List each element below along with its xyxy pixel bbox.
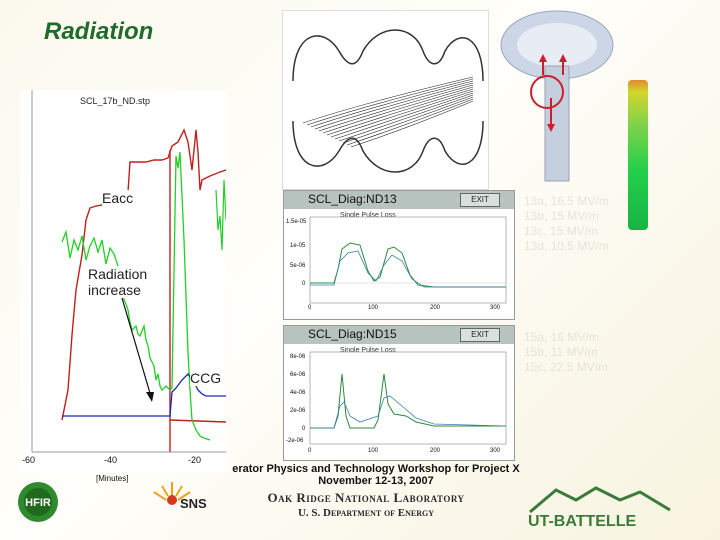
department-text: U. S. Department of Energy: [297, 507, 435, 519]
diag-titlebar: SCL_Diag:ND15 EXIT: [284, 326, 514, 344]
diag-window-nd13: SCL_Diag:ND13 EXIT Single Pulse Loss 1.5…: [283, 190, 515, 320]
x-tick: 100: [368, 305, 379, 311]
x-tick: 0: [308, 305, 312, 311]
lab-name: Oak Ridge National Laboratory: [232, 490, 500, 506]
department-name: U. S. Department of Energy: [232, 507, 500, 519]
eacc-label: Eacc: [102, 190, 134, 206]
plot-file-label: SCL_17b_ND.stp: [80, 96, 151, 106]
workshop-line2: November 12-13, 2007: [318, 475, 434, 487]
nd13-gradient-list: 13a, 16.5 MV/m 13b, 15 MV/m 13c, 15 MV/m…: [524, 194, 609, 254]
cavity-field-image: [282, 10, 489, 190]
eacc-trace: [61, 128, 226, 421]
workshop-caption: erator Physics and Technology Workshop f…: [226, 463, 526, 487]
x-tick: 100: [368, 448, 379, 454]
gradient-item: 13a, 16.5 MV/m: [524, 194, 609, 208]
x-tick: 0: [308, 448, 312, 454]
lab-name-text: Oak Ridge National Laboratory: [267, 490, 465, 505]
loss-trace-a: [310, 373, 506, 429]
gradient-item: 15a, 16 MV/m: [524, 330, 599, 344]
sns-logo-text: SNS: [180, 496, 207, 511]
exit-button[interactable]: EXIT: [460, 328, 500, 342]
radiation-arrow: [121, 297, 153, 401]
x-tick: -40: [104, 455, 118, 465]
sns-logo: SNS: [124, 478, 220, 526]
x-tick: 200: [430, 448, 441, 454]
slide-title: Radiation: [44, 18, 154, 45]
y-tick: 2e-06: [290, 408, 306, 414]
y-tick: 8e-06: [290, 354, 306, 360]
radiation-label-line1: Radiation: [88, 266, 148, 282]
y-tick: -2e-06: [286, 438, 304, 444]
radiation-trace: [61, 151, 211, 441]
ut-battelle-logo-text: UT-BATTELLE: [528, 513, 636, 530]
diag-title: SCL_Diag:ND13: [308, 192, 397, 206]
gradient-item: 13b, 15 MV/m: [524, 209, 599, 223]
coupler-svg: [500, 10, 614, 182]
hfir-logo: HFIR: [8, 480, 68, 524]
gradient-item: 13d, 10.5 MV/m: [524, 239, 609, 253]
loss-trace-b: [310, 395, 507, 429]
cavity-svg: [292, 29, 484, 173]
radiation-time-plot: [20, 90, 226, 472]
loss-trace-b: [310, 250, 506, 288]
highlight-ring: [530, 75, 564, 109]
y-tick: 4e-06: [290, 390, 306, 396]
diag-plot-svg: [309, 351, 507, 445]
radiation-label-line2: increase: [88, 282, 141, 298]
nd15-gradient-list: 15a, 16 MV/m 15b, 11 MV/m 15c, 22.5 MV/m: [524, 330, 608, 375]
x-unit-label: [Minutes]: [96, 474, 129, 483]
sns-logo-svg: SNS: [153, 482, 207, 511]
x-tick: 300: [490, 305, 501, 311]
field-colorbar: [628, 80, 648, 230]
ut-battelle-logo: UT-BATTELLE: [520, 486, 700, 530]
y-tick: 1e-05: [290, 243, 306, 249]
ut-battelle-logo-svg: UT-BATTELLE: [528, 486, 671, 530]
diag-caption: Single Pulse Loss: [340, 212, 396, 219]
diag-window-nd15: SCL_Diag:ND15 EXIT Single Pulse Loss 8e-…: [283, 325, 515, 461]
gradient-item: 15b, 11 MV/m: [524, 345, 598, 359]
x-tick: 300: [490, 448, 501, 454]
x-tick: -20: [188, 455, 202, 465]
gradient-item: 15c, 22.5 MV/m: [524, 360, 609, 374]
diag-titlebar: SCL_Diag:ND13 EXIT: [284, 191, 514, 209]
diag-caption: Single Pulse Loss: [340, 347, 396, 354]
ccg-label: CCG: [190, 370, 222, 386]
coupler-image: [495, 0, 620, 185]
gradient-item: 13c, 15 MV/m: [524, 224, 599, 238]
y-tick: 5e-06: [290, 263, 306, 269]
diag-title: SCL_Diag:ND15: [308, 327, 397, 341]
y-tick: 6e-06: [290, 372, 306, 378]
x-tick: -60: [22, 455, 36, 465]
y-tick: 1.5e-05: [286, 219, 307, 225]
radiation-plot-svg: [31, 90, 226, 453]
y-tick: 0: [302, 281, 306, 287]
diag-plot-svg: [309, 216, 507, 304]
exit-button[interactable]: EXIT: [460, 193, 500, 207]
hfir-logo-svg: HFIR: [18, 482, 58, 522]
hfir-logo-text: HFIR: [25, 497, 51, 509]
y-tick: 0: [302, 426, 306, 432]
x-tick: 200: [430, 305, 441, 311]
workshop-line1: erator Physics and Technology Workshop f…: [232, 463, 520, 475]
